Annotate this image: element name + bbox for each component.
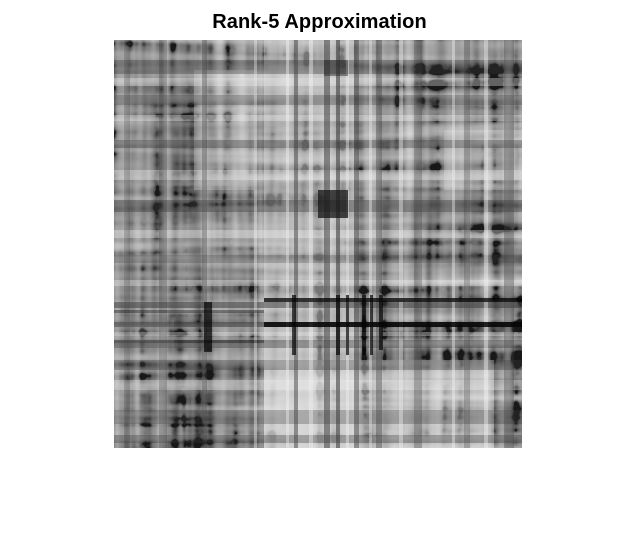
light-right-patch: [444, 130, 522, 190]
light-row-band: [114, 280, 522, 286]
plot-title: Rank-5 Approximation: [212, 11, 427, 33]
dark-row-band: [114, 95, 522, 105]
dark-row-band: [114, 60, 522, 74]
dark-top-blob: [324, 60, 348, 76]
dark-column-band: [124, 40, 130, 448]
light-row-band: [114, 230, 522, 238]
light-column-streak: [346, 40, 349, 448]
dark-row-band: [114, 340, 522, 348]
dark-center-blob: [318, 190, 348, 218]
light-column-streak: [369, 40, 372, 448]
strong-column-stripe: [379, 295, 383, 350]
mid-left-patch: [114, 320, 174, 360]
dark-column-band: [376, 40, 382, 448]
dark-column-band: [324, 40, 330, 448]
strong-column-stripe: [362, 295, 366, 355]
light-row-band: [114, 115, 522, 121]
strong-column-stripe: [346, 295, 349, 355]
dark-row-band: [114, 302, 522, 308]
strong-column-stripe: [204, 302, 212, 352]
image-texture: [114, 40, 522, 448]
image-bands: [114, 40, 522, 448]
light-column-streak: [399, 40, 403, 448]
rank5-image: [114, 40, 522, 448]
dark-column-band: [414, 40, 422, 448]
light-row-band: [114, 78, 522, 86]
dark-row-band: [114, 140, 522, 148]
light-column-streak: [452, 40, 455, 448]
image-axes: [114, 40, 522, 448]
dark-row-band: [114, 360, 522, 370]
strong-row-stripe: [114, 310, 264, 313]
strong-row-stripe: [114, 340, 264, 343]
dark-column-band: [159, 40, 167, 448]
dark-column-band: [504, 40, 514, 448]
dark-column-band: [336, 40, 340, 448]
dark-column-band: [354, 40, 359, 448]
dark-row-band: [114, 435, 522, 443]
light-column-streak: [254, 40, 257, 448]
dark-column-band: [294, 40, 298, 448]
light-column-streak: [484, 40, 488, 448]
dark-row-band: [114, 410, 522, 424]
dark-column-band: [202, 40, 207, 448]
light-row-band: [114, 332, 522, 336]
strong-row-stripe: [264, 298, 522, 302]
light-row-band: [114, 380, 522, 390]
strong-row-stripe: [264, 322, 522, 327]
dark-column-band: [464, 40, 470, 448]
light-column-streak: [286, 40, 289, 448]
light-lower-band: [264, 360, 494, 448]
light-column-streak: [309, 40, 313, 448]
light-row-band: [114, 170, 522, 180]
strong-column-stripe: [336, 295, 340, 355]
strong-column-stripe: [292, 295, 296, 355]
dark-row-band: [114, 255, 522, 263]
strong-column-stripe: [370, 295, 373, 355]
light-upper-patch: [194, 70, 254, 190]
